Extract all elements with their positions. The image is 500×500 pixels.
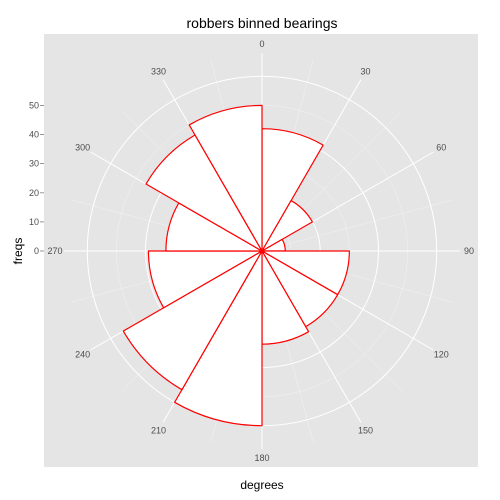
angle-tick-330: 330 [151, 67, 166, 77]
angle-tick-labels: 0 30 60 90 120 150 180 210 240 270 300 330 [47, 39, 474, 463]
chart-title: robbers binned bearings [187, 15, 338, 31]
bar-240 [147, 250, 263, 309]
radial-tick-20: 20 [29, 188, 39, 198]
radial-tick-0: 0 [34, 246, 39, 256]
radial-tick-40: 40 [29, 130, 39, 140]
angle-tick-240: 240 [75, 350, 90, 360]
bar-210 [122, 250, 263, 391]
angle-tick-210: 210 [151, 425, 166, 435]
bars [122, 104, 350, 427]
bar-30 [261, 199, 314, 252]
radial-tick-labels: 0 10 20 30 40 50 [29, 100, 44, 256]
x-axis-label: degrees [240, 478, 283, 492]
angle-tick-60: 60 [436, 143, 446, 153]
y-axis-label: freqs [11, 238, 25, 265]
angle-tick-300: 300 [75, 143, 90, 153]
angle-tick-150: 150 [358, 425, 373, 435]
radial-tick-50: 50 [29, 100, 39, 110]
angle-tick-90: 90 [464, 246, 474, 256]
bar-330 [188, 104, 263, 252]
grid-spoke-minor [261, 199, 454, 252]
angle-tick-270: 270 [47, 246, 62, 256]
radial-tick-10: 10 [29, 217, 39, 227]
angle-tick-30: 30 [360, 67, 370, 77]
bar-180 [174, 250, 263, 427]
angle-tick-0: 0 [259, 39, 264, 49]
radial-tick-30: 30 [29, 159, 39, 169]
angle-tick-120: 120 [434, 350, 449, 360]
angle-tick-180: 180 [254, 453, 269, 463]
